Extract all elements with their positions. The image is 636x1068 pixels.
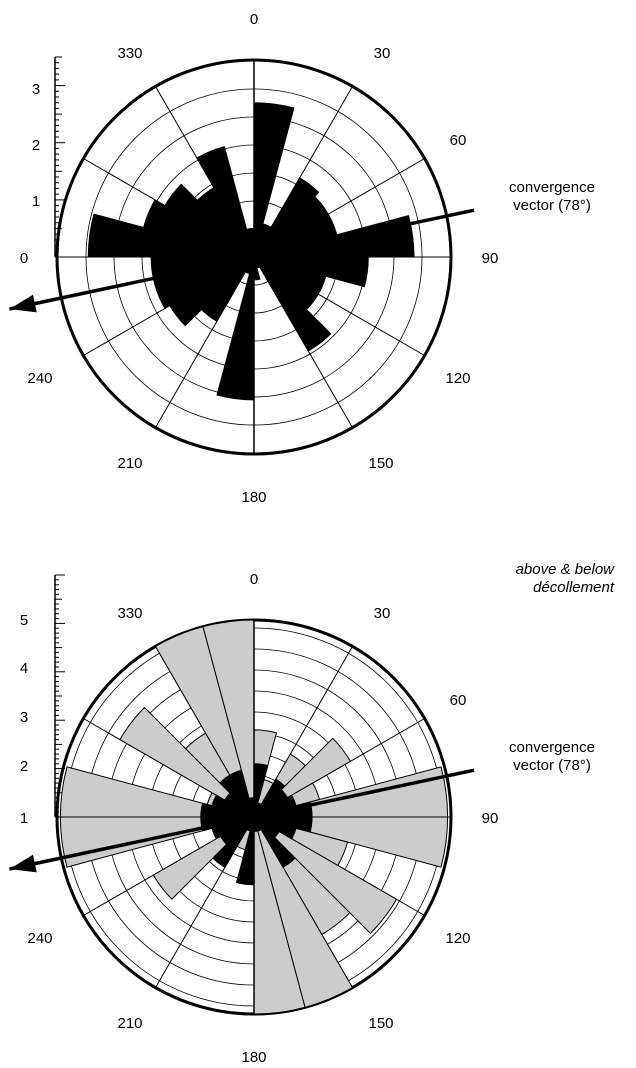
radial-tick-label-2: 2 <box>32 137 40 154</box>
rose-petal <box>253 778 286 818</box>
radial-scale-axis <box>54 56 65 258</box>
rose-petal <box>196 146 255 258</box>
rose-diagram-top: 0 30 60 90 120 150 180 210 240 0 330 3 2… <box>9 11 595 506</box>
rose-petal <box>211 794 255 818</box>
angle-label-120: 120 <box>445 370 470 387</box>
rose-petal <box>253 177 320 258</box>
convergence-vector-arrow <box>9 768 475 873</box>
angle-label-90: 90 <box>482 810 499 827</box>
convergence-vector-label-line1: convergence <box>509 739 595 756</box>
angle-label-30: 30 <box>374 605 391 622</box>
angle-label-150: 150 <box>368 1015 393 1032</box>
angle-label-330: 330 <box>117 605 142 622</box>
subtitle-line1: above & below <box>516 561 616 578</box>
rose-petal <box>253 816 397 934</box>
vector-arrowhead <box>9 294 37 313</box>
radial-scale-axis <box>54 574 65 818</box>
rose-bins <box>59 619 449 1015</box>
rose-petal <box>164 183 255 258</box>
angle-label-210: 210 <box>117 455 142 472</box>
angle-label-180: 180 <box>241 489 266 506</box>
angle-label-60: 60 <box>450 132 467 149</box>
rose-petal <box>212 816 255 868</box>
angle-label-240: 240 <box>27 370 52 387</box>
convergence-vector-label-line1: convergence <box>509 179 595 196</box>
angle-label-270: 0 <box>20 250 28 267</box>
radial-tick-label-5: 5 <box>20 612 28 629</box>
convergence-vector-arrow <box>9 208 475 313</box>
angle-label-270: 1 <box>20 810 28 827</box>
radial-tick-label-1: 1 <box>32 193 40 210</box>
rose-petal <box>253 215 415 258</box>
rose-petal <box>119 707 255 818</box>
vector-shaft <box>9 208 475 311</box>
angle-label-60: 60 <box>450 692 467 709</box>
angle-label-210: 210 <box>117 1015 142 1032</box>
convergence-vector-label-line2: vector (78°) <box>513 197 591 214</box>
angle-label-0: 0 <box>250 571 258 588</box>
angle-label-30: 30 <box>374 45 391 62</box>
angle-label-330: 330 <box>117 45 142 62</box>
rose-petal <box>229 769 255 818</box>
angle-label-90: 90 <box>482 250 499 267</box>
angle-label-150: 150 <box>368 455 393 472</box>
radial-tick-label-3: 3 <box>20 709 28 726</box>
rose-diagram-bottom: 0 30 60 90 120 150 180 210 240 1 330 5 4… <box>9 561 616 1066</box>
angle-label-120: 120 <box>445 930 470 947</box>
vector-arrowhead <box>9 854 37 873</box>
radial-tick-label-4: 4 <box>20 660 28 677</box>
angle-label-0: 0 <box>250 11 258 28</box>
radial-tick-label-3: 3 <box>32 81 40 98</box>
rose-petal <box>253 256 332 352</box>
rose-petal <box>143 199 255 258</box>
angle-label-180: 180 <box>241 1049 266 1066</box>
rose-petal <box>253 816 296 868</box>
angle-label-240: 240 <box>27 930 52 947</box>
convergence-vector-label-line2: vector (78°) <box>513 757 591 774</box>
radial-tick-label-2: 2 <box>20 758 28 775</box>
rose-petal <box>253 816 297 840</box>
vector-shaft <box>9 768 475 871</box>
subtitle-line2: décollement <box>533 579 615 596</box>
